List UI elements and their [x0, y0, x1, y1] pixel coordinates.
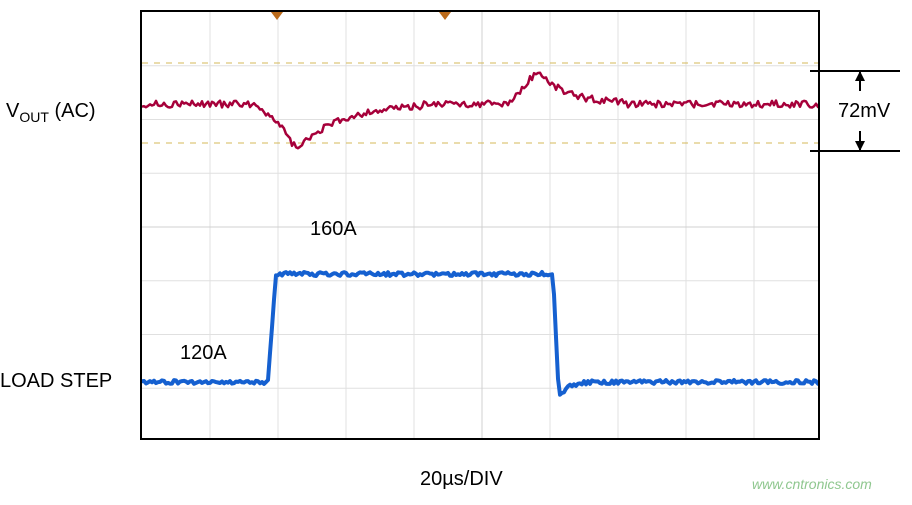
- plot-svg: [142, 12, 820, 440]
- y-label-loadstep: LOAD STEP: [0, 370, 112, 393]
- x-axis-label: 20µs/DIV: [420, 468, 503, 491]
- annotation-high-level: 160A: [310, 218, 357, 241]
- y-label-vout: VOUT (AC): [6, 100, 96, 125]
- annotation-low-level: 120A: [180, 342, 227, 365]
- oscilloscope-plot: [140, 10, 820, 440]
- measurement-value: 72mV: [838, 100, 890, 123]
- watermark-text: www.cntronics.com: [752, 476, 872, 492]
